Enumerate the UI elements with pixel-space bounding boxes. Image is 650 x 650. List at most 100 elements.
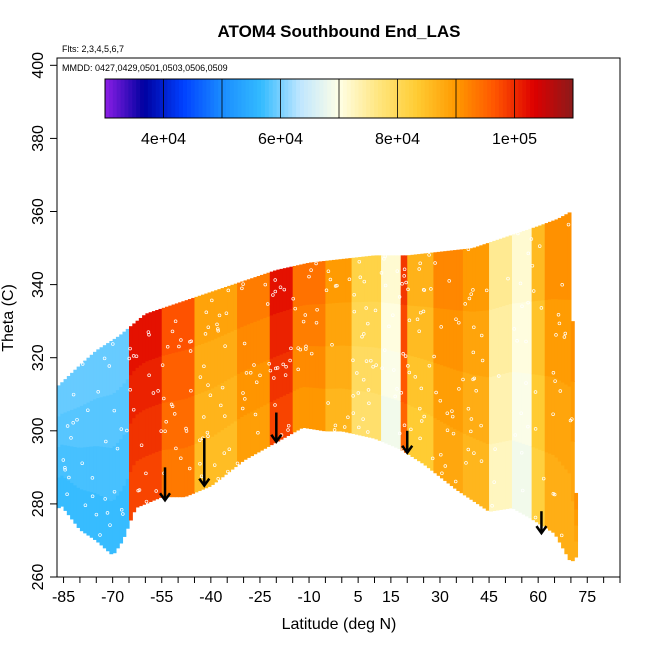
heatmap-cell-472 <box>443 423 448 481</box>
sample-point <box>516 231 520 236</box>
colorbar-swatch-26 <box>206 79 211 118</box>
heatmap-cell-257 <box>266 359 271 404</box>
heatmap-cell-180 <box>204 439 209 489</box>
heatmap-cell-425 <box>403 353 408 404</box>
colorbar-swatch-17 <box>171 79 176 118</box>
colorbar-swatch-77 <box>405 79 410 118</box>
heatmap-cell-28 <box>79 488 84 532</box>
sample-point <box>272 376 276 380</box>
sample-point <box>115 446 120 451</box>
heatmap-cell-579 <box>528 228 533 302</box>
colorbar-swatch-24 <box>198 79 203 118</box>
sample-point <box>188 349 193 353</box>
heatmap-cell-285 <box>289 350 294 393</box>
sample-point <box>421 309 426 314</box>
sample-point <box>392 368 396 372</box>
colorbar-swatch-58 <box>331 79 336 118</box>
heatmap-cell-552 <box>508 439 513 509</box>
colorbar-swatch-23 <box>194 79 200 118</box>
sample-point <box>479 333 484 338</box>
heatmap-cell-152 <box>181 447 186 498</box>
heatmap-cell-64 <box>109 500 114 555</box>
colorbar-swatch-14 <box>159 79 164 118</box>
sample-point <box>531 289 536 293</box>
sample-point <box>119 508 124 512</box>
heatmap-cell-31 <box>79 363 84 406</box>
sample-point <box>479 423 483 428</box>
colorbar-swatch-101 <box>498 79 504 118</box>
heatmap-cell-419 <box>397 255 402 305</box>
heatmap-cell-316 <box>315 387 320 431</box>
heatmap-cell-523 <box>482 244 487 311</box>
heatmap-cell-549 <box>505 372 510 441</box>
heatmap-cell-324 <box>322 388 326 432</box>
heatmap-cell-348 <box>341 388 346 432</box>
heatmap-cell-513 <box>475 374 480 440</box>
heatmap-cell-571 <box>521 231 526 303</box>
heatmap-cell-328 <box>325 388 330 432</box>
sample-point <box>379 271 384 275</box>
colorbar-swatch-74 <box>393 79 398 118</box>
heatmap-cell-354 <box>345 301 349 346</box>
colorbar-swatch-91 <box>459 79 465 118</box>
heatmap-cell-559 <box>511 234 516 304</box>
sample-point <box>480 358 485 363</box>
sample-point <box>111 342 115 346</box>
heatmap-cell-313 <box>312 345 317 388</box>
heatmap-cell-325 <box>322 345 326 389</box>
heatmap-cell-618 <box>561 299 565 383</box>
heatmap-cell-488 <box>456 430 461 491</box>
heatmap-cell-296 <box>299 387 304 429</box>
sample-point <box>355 371 359 375</box>
heatmap-cell-234 <box>246 323 251 369</box>
heatmap-cell-345 <box>338 345 343 389</box>
sample-point <box>464 461 468 465</box>
heatmap-cell-273 <box>279 353 284 398</box>
heatmap-cell-289 <box>292 348 297 391</box>
sample-point <box>216 477 220 481</box>
heatmap-cell-295 <box>295 265 300 307</box>
sample-point <box>493 447 497 451</box>
heatmap-cell-598 <box>544 299 549 377</box>
sample-point <box>463 302 467 306</box>
sample-point <box>367 401 371 406</box>
heatmap-cell-77 <box>119 438 124 492</box>
heatmap-cell-35 <box>83 360 88 405</box>
sample-point <box>283 373 288 377</box>
heatmap-cell-263 <box>269 271 274 316</box>
heatmap-cell-153 <box>181 398 186 449</box>
sample-point <box>90 494 95 499</box>
colorbar-swatch-78 <box>409 79 414 118</box>
heatmap-cell-247 <box>256 276 261 321</box>
heatmap-cell-499 <box>462 248 467 312</box>
heatmap-cell-363 <box>351 257 356 303</box>
heatmap-cell-274 <box>279 311 284 355</box>
sample-point <box>222 451 227 455</box>
heatmap-cell-404 <box>387 397 392 445</box>
heatmap-cell-511 <box>472 247 477 312</box>
sample-point <box>366 321 370 326</box>
heatmap-cell-229 <box>243 369 248 416</box>
sample-point <box>303 313 308 317</box>
heatmap-cell-101 <box>138 411 143 460</box>
sample-point <box>393 394 397 399</box>
colorbar-swatch-70 <box>378 79 383 118</box>
sample-point <box>162 396 166 401</box>
heatmap-cell-80 <box>122 485 127 537</box>
heatmap-cell-115 <box>148 312 153 361</box>
heatmap-cell-103 <box>138 317 143 366</box>
heatmap-cell-79 <box>119 334 124 388</box>
heatmap-cell-339 <box>331 259 336 304</box>
heatmap-cell-197 <box>217 384 222 433</box>
heatmap-cell-78 <box>119 386 124 440</box>
heatmap-cell-177 <box>201 391 205 442</box>
sample-point <box>557 321 562 326</box>
heatmap-cell-446 <box>420 305 425 359</box>
colorbar-swatch-31 <box>225 79 231 118</box>
heatmap-cell-93 <box>132 417 137 466</box>
sample-point <box>268 368 273 373</box>
heatmap-cell-266 <box>273 313 277 358</box>
colorbar-swatch-41 <box>264 79 270 118</box>
heatmap-cell-16 <box>70 482 74 520</box>
heatmap-cell-137 <box>168 401 173 450</box>
